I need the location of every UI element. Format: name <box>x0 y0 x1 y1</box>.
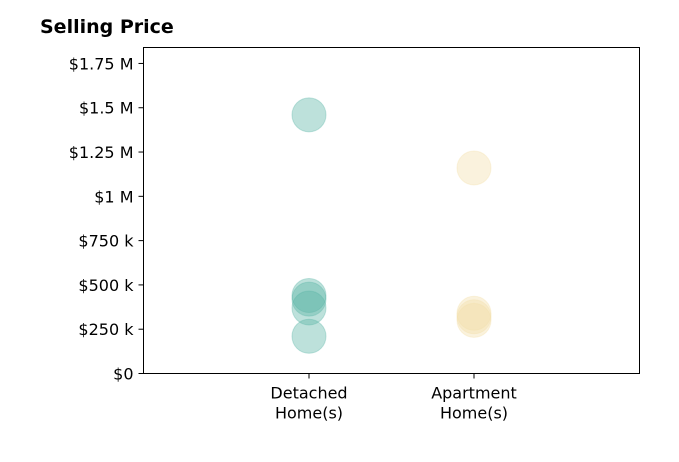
data-point <box>456 295 492 331</box>
y-tick-label: $750 k <box>78 232 134 251</box>
y-tick-label: $500 k <box>78 276 134 295</box>
data-point <box>291 97 327 133</box>
y-tick-label: $1.5 M <box>79 99 134 118</box>
data-point <box>456 150 492 186</box>
data-point <box>291 278 327 314</box>
data-point <box>291 290 327 326</box>
data-point <box>456 302 492 338</box>
data-point <box>291 281 327 317</box>
y-tick-label: $0 <box>113 365 133 384</box>
y-tick-label: $250 k <box>78 320 134 339</box>
y-tick-label: $1.75 M <box>69 54 134 73</box>
y-tick-label: $1.25 M <box>69 143 134 162</box>
data-point <box>456 299 492 335</box>
x-axis: Detached Home(s) Apartment Home(s) <box>270 373 517 423</box>
x-tick-label: Apartment Home(s) <box>431 384 517 423</box>
data-point <box>291 318 327 354</box>
y-tick-label: $1 M <box>94 187 133 206</box>
points-layer <box>291 97 492 354</box>
y-axis: $0 $250 k $500 k $750 k $1 M $1.25 M $1.5 M $1.… <box>69 54 144 384</box>
x-tick-label: Detached Home(s) <box>270 384 347 423</box>
plot-frame <box>143 47 640 374</box>
chart-title: Selling Price <box>40 16 174 38</box>
